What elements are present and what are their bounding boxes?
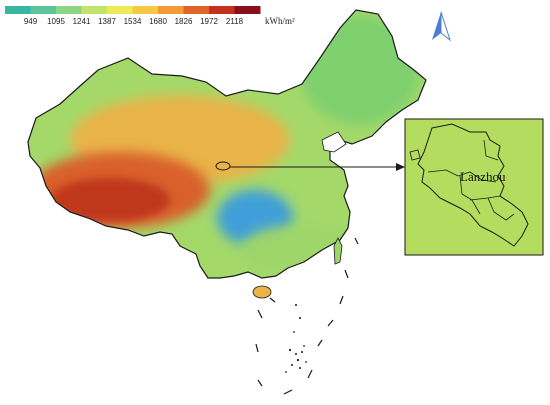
legend-color-swatch <box>183 6 210 14</box>
china-border <box>27 9 427 279</box>
legend-color-swatch <box>234 6 261 14</box>
legend-colorbar <box>5 6 261 14</box>
dash-line-segment <box>344 269 349 279</box>
dash-line-segment <box>257 379 263 387</box>
legend-unit: kWh/m² <box>265 16 295 26</box>
bohai-sea <box>321 131 347 153</box>
island-dot <box>301 351 303 353</box>
dash-line-segment <box>283 389 293 395</box>
island-dot <box>293 331 295 333</box>
legend-color-swatch <box>5 6 31 14</box>
south-china-sea-islands <box>255 237 359 395</box>
legend-color-swatch <box>56 6 82 14</box>
dash-line-segment <box>269 297 276 303</box>
island-dot <box>285 371 287 373</box>
district-boundary <box>409 149 421 161</box>
inset-map: Lanzhou <box>404 118 544 256</box>
inset-pointer <box>230 163 405 171</box>
legend-tick-label: 1095 <box>47 17 65 26</box>
island-dot <box>299 317 301 319</box>
legend-tick-label: 1534 <box>124 17 142 26</box>
island-dot <box>305 361 307 363</box>
dash-line-segment <box>307 369 313 379</box>
district-boundary <box>483 139 499 161</box>
district-boundary <box>459 175 481 215</box>
dash-line-segment <box>255 343 259 353</box>
inset-city-label: Lanzhou <box>460 169 506 184</box>
legend-tick-label: 1826 <box>175 17 193 26</box>
pointer-arrowhead-icon <box>396 163 405 171</box>
north-arrow-icon <box>432 11 451 42</box>
legend-color-swatch <box>132 6 159 14</box>
taiwan-island <box>333 237 343 265</box>
legend-color-swatch <box>30 6 57 14</box>
island-dot <box>295 353 297 355</box>
legend-tick-label: 1387 <box>98 17 116 26</box>
northeast-zone <box>300 15 420 125</box>
dash-line-segment <box>339 295 344 305</box>
lanzhou-marker <box>215 161 231 171</box>
legend-color-swatch <box>107 6 133 14</box>
district-boundary <box>427 169 497 183</box>
china-map <box>27 9 427 299</box>
tibet-peak-zone <box>50 178 170 222</box>
dash-line-segment <box>354 237 359 245</box>
island-dot <box>291 364 293 366</box>
island-dot <box>296 358 300 362</box>
legend-color-swatch <box>209 6 235 14</box>
legend-tick-label: 2118 <box>226 17 244 26</box>
island-dot <box>288 348 292 352</box>
legend-tick-label: 1241 <box>73 17 91 26</box>
hainan-island <box>252 285 272 299</box>
island-dot <box>295 304 297 306</box>
island-dots <box>285 304 307 373</box>
legend-color-swatch <box>158 6 184 14</box>
district-boundary <box>487 197 515 221</box>
gansu-outline <box>417 123 529 247</box>
island-dot <box>299 367 301 369</box>
legend-tick-label: 1972 <box>200 17 218 26</box>
north-arrow-right-half <box>440 11 451 42</box>
dash-line-segment <box>317 339 323 347</box>
island-dot <box>303 345 305 347</box>
legend-ticks: 949 1095 1241 1387 1534 1680 1826 1972 2118 <box>24 17 244 26</box>
legend-tick-label: 1680 <box>149 17 167 26</box>
south-zone <box>240 225 360 275</box>
dash-line-segment <box>257 309 263 319</box>
dash-line-segment <box>327 319 334 327</box>
radiation-field <box>30 15 420 275</box>
north-arrow-left-half <box>432 12 441 40</box>
legend-tick-label: 949 <box>24 17 38 26</box>
legend-color-swatch <box>81 6 108 14</box>
legend: 949 1095 1241 1387 1534 1680 1826 1972 2118 kWh/… <box>5 6 295 26</box>
